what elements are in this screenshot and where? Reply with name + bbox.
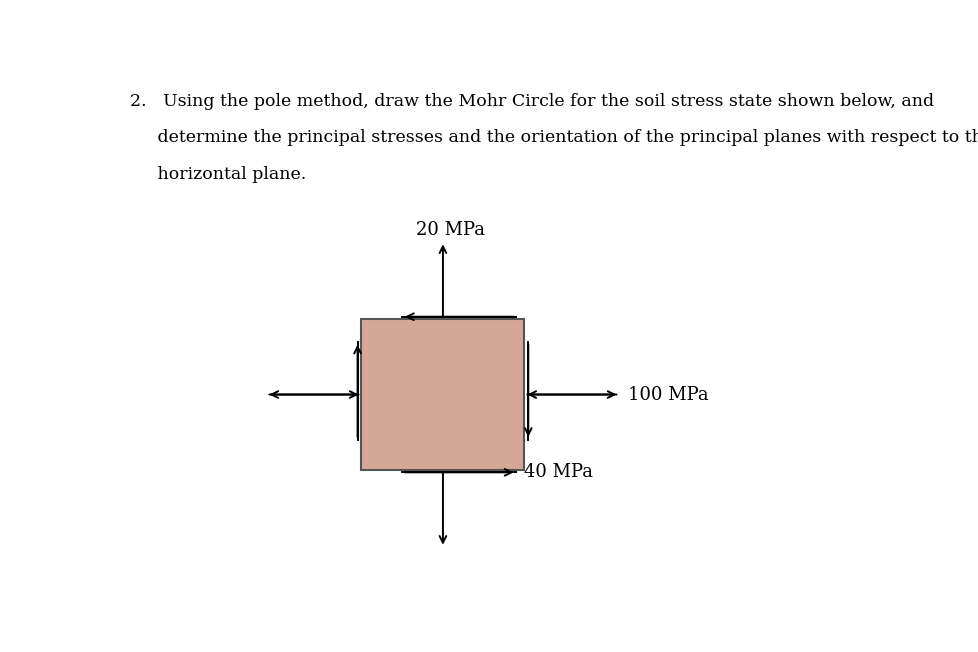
Text: determine the principal stresses and the orientation of the principal planes wit: determine the principal stresses and the… [130, 130, 978, 147]
Text: 2.   Using the pole method, draw the Mohr Circle for the soil stress state shown: 2. Using the pole method, draw the Mohr … [130, 93, 933, 110]
Text: horizontal plane.: horizontal plane. [130, 166, 306, 183]
Text: 40 MPa: 40 MPa [523, 464, 593, 481]
Bar [361, 319, 524, 470]
Text: 20 MPa: 20 MPa [416, 221, 484, 239]
Text: 100 MPa: 100 MPa [628, 385, 708, 404]
